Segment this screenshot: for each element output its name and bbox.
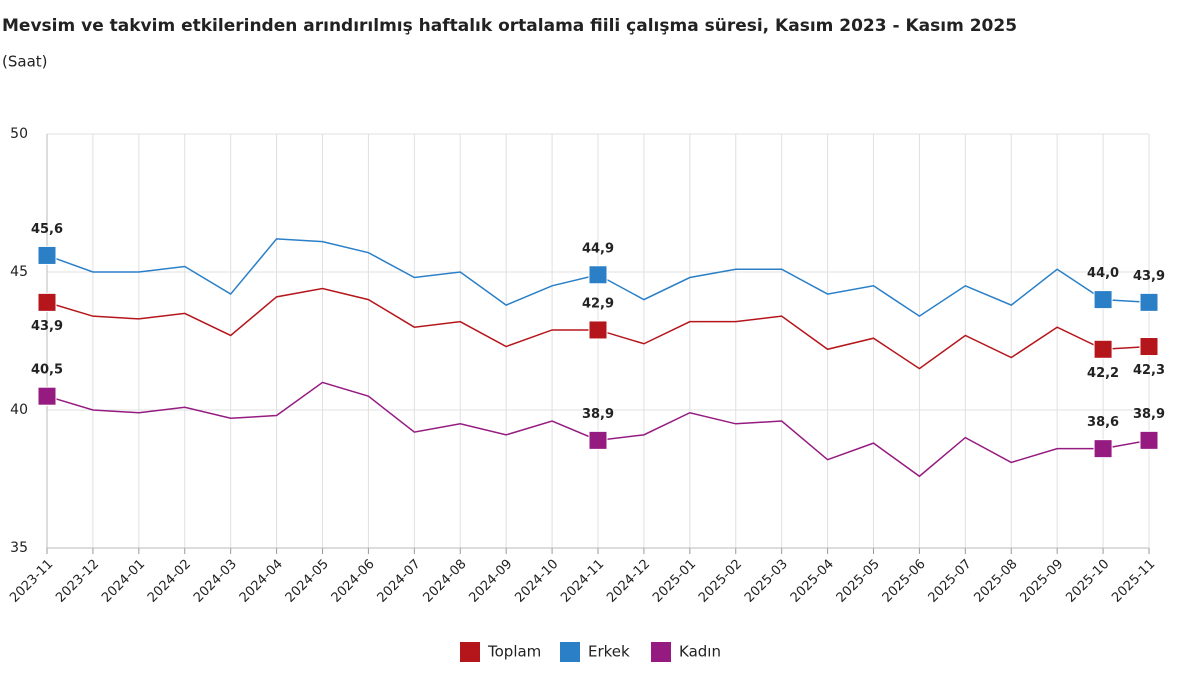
x-tick-label: 2024-03: [191, 557, 240, 606]
x-tick-label: 2025-02: [696, 557, 745, 606]
chart-subtitle: (Saat): [2, 53, 48, 71]
x-tick-label: 2025-01: [650, 557, 699, 606]
x-tick-label: 2024-07: [375, 557, 424, 606]
y-tick-label: 40: [10, 402, 28, 418]
x-tick-label: 2025-04: [788, 557, 837, 606]
x-tick-label: 2024-05: [283, 557, 332, 606]
legend-label: Toplam: [487, 643, 541, 661]
point-marker: [1093, 290, 1113, 310]
y-tick-label: 50: [10, 126, 28, 142]
data-label: 38,9: [582, 407, 614, 422]
point-marker: [37, 292, 57, 312]
y-tick-label: 45: [10, 264, 28, 280]
x-tick-label: 2024-12: [604, 557, 653, 606]
legend-swatch: [460, 642, 480, 662]
point-marker: [1093, 339, 1113, 359]
x-tick-label: 2024-11: [558, 557, 607, 606]
x-tick-label: 2025-03: [742, 557, 791, 606]
legend-swatch: [651, 642, 671, 662]
data-label: 38,9: [1133, 407, 1165, 422]
data-label: 42,3: [1133, 363, 1165, 378]
x-tick-label: 2025-11: [1109, 557, 1158, 606]
chart-title: Mevsim ve takvim etkilerinden arındırılm…: [2, 16, 1017, 36]
legend-label: Erkek: [588, 643, 630, 661]
x-tick-label: 2023-11: [7, 557, 56, 606]
x-tick-label: 2024-10: [512, 557, 561, 606]
x-tick-label: 2025-10: [1063, 557, 1112, 606]
x-tick-label: 2024-06: [329, 557, 378, 606]
point-marker: [588, 265, 608, 285]
point-marker: [588, 320, 608, 340]
data-label: 43,9: [1133, 269, 1165, 284]
x-tick-label: 2024-01: [99, 557, 148, 606]
point-marker: [37, 386, 57, 406]
data-label: 42,2: [1087, 366, 1119, 381]
data-label: 44,9: [582, 241, 614, 256]
point-marker: [1093, 439, 1113, 459]
legend-swatch: [560, 642, 580, 662]
x-tick-label: 2025-09: [1017, 557, 1066, 606]
legend-label: Kadın: [679, 643, 721, 661]
x-tick-label: 2025-08: [972, 557, 1021, 606]
data-label: 38,6: [1087, 415, 1119, 430]
point-marker: [588, 430, 608, 450]
x-tick-label: 2024-02: [145, 557, 194, 606]
data-label: 43,9: [31, 319, 63, 334]
x-tick-label: 2025-07: [926, 557, 975, 606]
point-marker: [37, 245, 57, 265]
point-marker: [1139, 292, 1159, 312]
data-label: 40,5: [31, 363, 63, 378]
y-tick-label: 35: [10, 540, 28, 556]
data-label: 44,0: [1087, 266, 1119, 281]
x-tick-label: 2024-09: [466, 557, 515, 606]
point-marker: [1139, 337, 1159, 357]
x-tick-label: 2025-06: [880, 557, 929, 606]
x-tick-label: 2025-05: [834, 557, 883, 606]
data-label: 42,9: [582, 296, 614, 311]
x-tick-label: 2024-08: [421, 557, 470, 606]
data-label: 45,6: [31, 222, 63, 237]
x-tick-label: 2024-04: [237, 557, 286, 606]
x-tick-label: 2023-12: [53, 557, 102, 606]
point-marker: [1139, 430, 1159, 450]
